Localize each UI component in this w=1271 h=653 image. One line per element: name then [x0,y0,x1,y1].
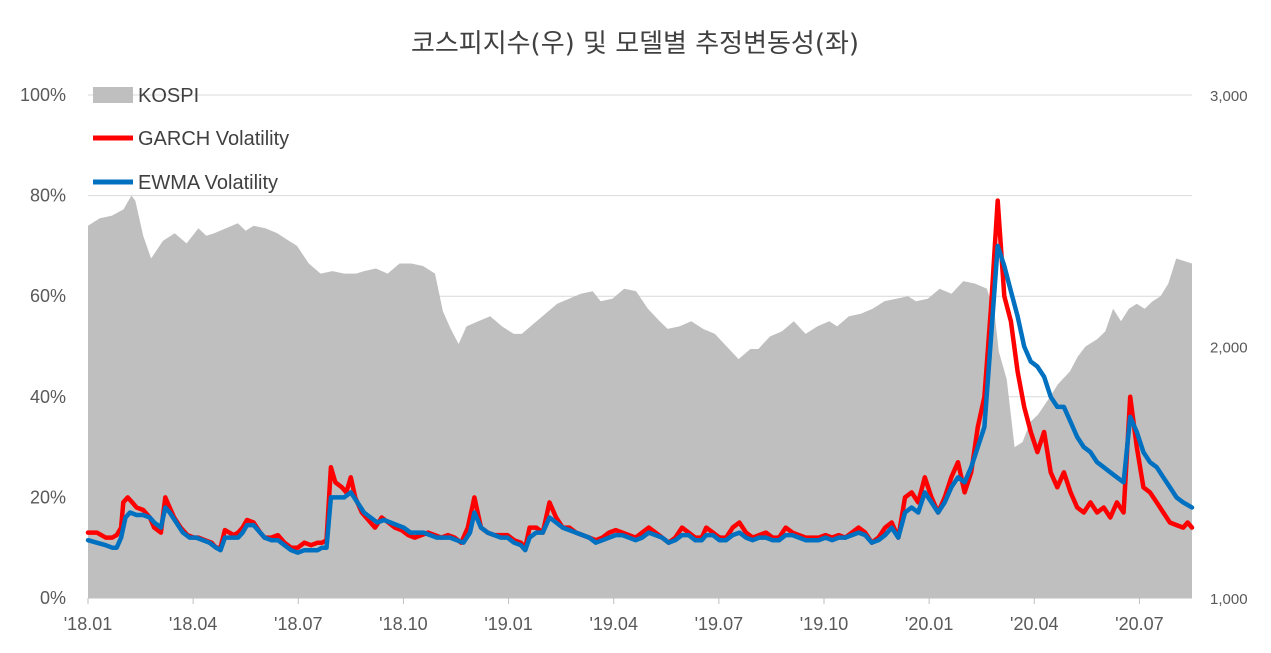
x-tick-label: '20.07 [1115,614,1163,634]
x-tick-label: '19.01 [484,614,532,634]
x-tick-label: '20.04 [1010,614,1058,634]
y-left-tick-label: 80% [30,186,66,206]
legend-label: GARCH Volatility [138,128,289,150]
legend-swatch-kospi [93,87,133,103]
garch-volatility-line [85,198,1195,550]
x-tick-label: '18.01 [64,614,112,634]
legend-label: EWMA Volatility [138,172,278,194]
y-left-tick-label: 100% [20,85,66,105]
y-left-tick-label: 0% [40,588,66,608]
y-left-tick-label: 40% [30,387,66,407]
y-left-tick-label: 20% [30,487,66,507]
x-tick-label: '18.10 [379,614,427,634]
y-right-tick-label: 1,000 [1210,591,1248,608]
axes: 0% 20% 40% 60% 80% 100% 1,000 2,000 3,000 '18.01 '… [20,85,1248,634]
y-right-tick-label: 2,000 [1210,340,1248,357]
x-tick-label: '19.07 [695,614,743,634]
x-tick-label: '18.04 [169,614,217,634]
chart-title: 코스피지수(우) 및 모델별 추정변동성(좌) [411,29,859,59]
y-left-tick-label: 60% [30,286,66,306]
x-tick-label: '18.07 [274,614,322,634]
y-right-tick-label: 3,000 [1210,88,1248,105]
ewma-volatility-line [85,243,1195,555]
legend: KOSPI GARCH Volatility EWMA Volatility [93,85,289,194]
x-tick-label: '19.10 [800,614,848,634]
legend-label: KOSPI [138,85,199,107]
x-tick-label: '19.04 [589,614,637,634]
volatility-lines-layer [85,198,1195,555]
x-tick-label: '20.01 [905,614,953,634]
